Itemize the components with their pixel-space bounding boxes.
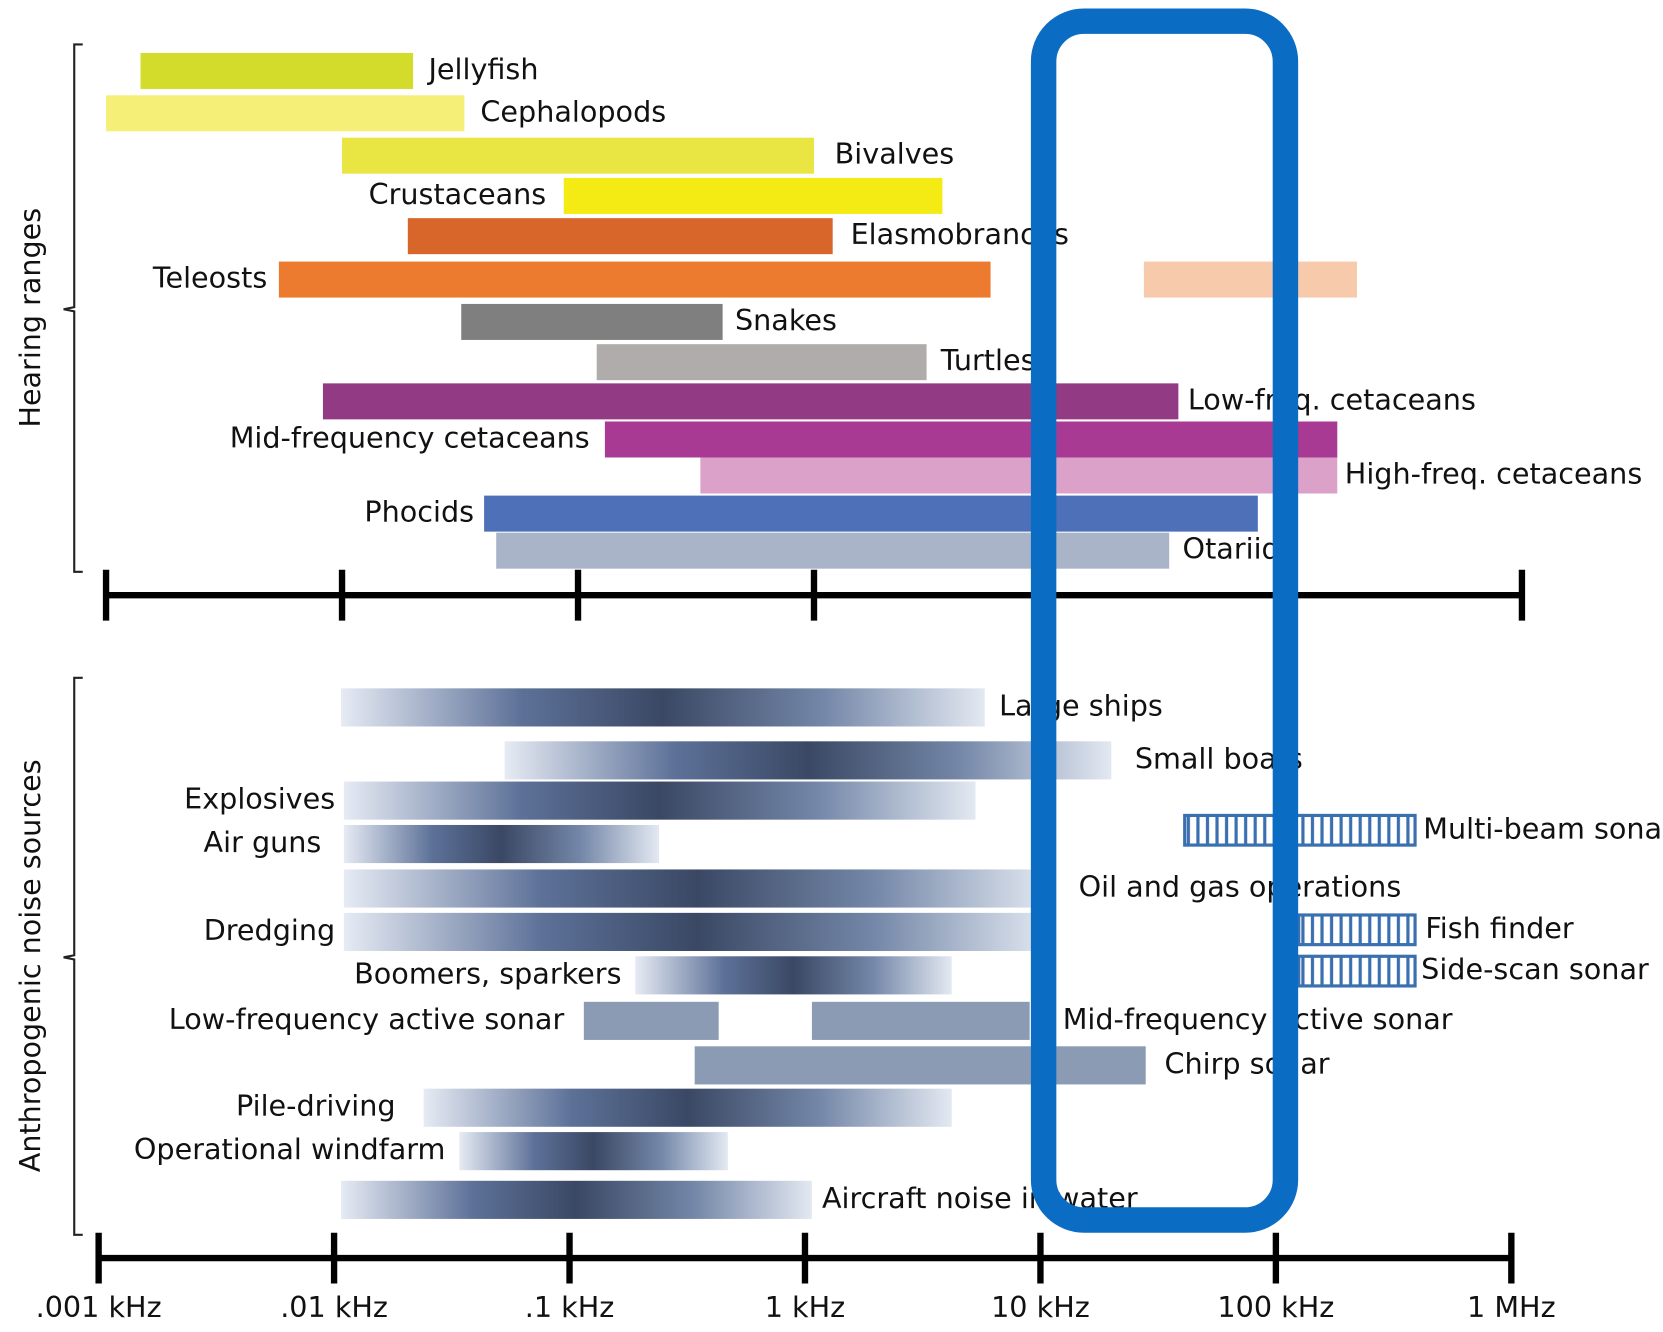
range-bar bbox=[811, 1001, 1030, 1040]
range-bar bbox=[461, 303, 723, 340]
bar-label: Teleosts bbox=[152, 261, 267, 295]
brace bbox=[63, 43, 83, 573]
range-bar bbox=[407, 218, 833, 255]
y-axis-label: Anthropogenic noise sources bbox=[13, 759, 47, 1172]
x-tick-label: 1 kHz bbox=[765, 1290, 845, 1324]
range-bar bbox=[343, 869, 1051, 908]
bar-label: Chirp sonar bbox=[1165, 1046, 1330, 1080]
range-bar bbox=[1143, 261, 1357, 298]
bar-label: Snakes bbox=[735, 303, 837, 337]
bar-label: Dredging bbox=[204, 913, 335, 947]
bar-label: Large ships bbox=[999, 688, 1163, 722]
range-bar bbox=[583, 1001, 719, 1040]
highlight-box bbox=[1030, 8, 1299, 1233]
bar-label: Turtles bbox=[940, 343, 1036, 377]
range-bar bbox=[423, 1088, 952, 1127]
range-bar bbox=[1297, 954, 1417, 988]
x-tick-label: .1 kHz bbox=[525, 1290, 615, 1324]
bar-label: Pile-driving bbox=[236, 1089, 396, 1123]
bar-label: Low-frequency active sonar bbox=[169, 1002, 565, 1036]
range-bar bbox=[278, 261, 991, 298]
bar-label: Multi-beam sonar bbox=[1423, 811, 1663, 845]
x-tick-label: 10 kHz bbox=[991, 1290, 1090, 1324]
range-bar bbox=[596, 344, 927, 381]
x-tick-label: .001 kHz bbox=[36, 1290, 162, 1324]
range-bar bbox=[484, 495, 1258, 532]
bar-label: Phocids bbox=[364, 495, 474, 529]
y-axis-label: Hearing ranges bbox=[13, 208, 47, 428]
range-bar bbox=[140, 52, 414, 89]
range-bar bbox=[341, 688, 985, 727]
bar-label: Side-scan sonar bbox=[1421, 952, 1649, 986]
range-bar bbox=[700, 457, 1338, 494]
bar-label: Mid-frequency active sonar bbox=[1063, 1002, 1453, 1036]
range-bar bbox=[341, 1180, 812, 1219]
range-bar bbox=[343, 824, 660, 864]
bar-label: Jellyfish bbox=[426, 52, 538, 86]
range-bar bbox=[343, 912, 1051, 951]
x-tick-label: 100 kHz bbox=[1217, 1290, 1334, 1324]
range-bar bbox=[563, 177, 943, 214]
range-bar bbox=[496, 532, 1170, 569]
bar-label: Operational windfarm bbox=[134, 1132, 446, 1166]
bar-label: Fish finder bbox=[1425, 911, 1573, 945]
range-bar bbox=[106, 95, 465, 132]
bar-label: Bivalves bbox=[835, 137, 955, 171]
range-bar bbox=[343, 781, 976, 820]
bar-label: Mid-frequency cetaceans bbox=[230, 421, 590, 455]
range-bar bbox=[1183, 813, 1417, 847]
bar-label: Boomers, sparkers bbox=[354, 956, 621, 990]
bar-label: High-freq. cetaceans bbox=[1345, 457, 1642, 491]
range-bar bbox=[1297, 913, 1417, 947]
bar-label: Crustaceans bbox=[369, 177, 547, 211]
x-tick-label: .01 kHz bbox=[280, 1290, 388, 1324]
range-bar bbox=[635, 956, 952, 995]
bar-label: Low-freq. cetaceans bbox=[1188, 382, 1476, 416]
bar-label: Air guns bbox=[204, 825, 322, 859]
brace bbox=[63, 676, 83, 1236]
range-bar bbox=[504, 741, 1112, 780]
range-bar bbox=[342, 137, 815, 174]
bar-label: Oil and gas operations bbox=[1079, 870, 1402, 904]
bar-label: Explosives bbox=[184, 782, 335, 816]
range-bar bbox=[604, 421, 1338, 458]
x-tick-label: 1 MHz bbox=[1467, 1290, 1556, 1324]
range-bar bbox=[459, 1132, 728, 1171]
bar-label: Cephalopods bbox=[480, 94, 666, 128]
plot: Jellyfish Cephalopods Bivalves Crustaceans E… bbox=[36, 52, 1663, 1324]
range-bar bbox=[694, 1046, 1146, 1085]
